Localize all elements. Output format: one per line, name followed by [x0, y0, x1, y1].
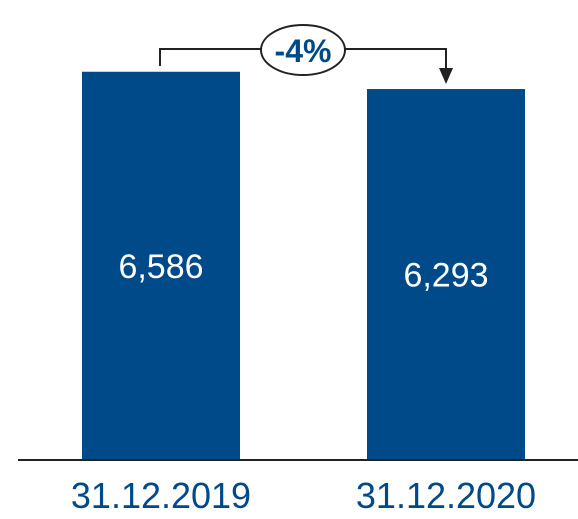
category-labels: 31.12.2019 31.12.2020 — [71, 475, 536, 516]
category-label-2: 31.12.2020 — [356, 475, 536, 514]
bar-2 — [367, 89, 525, 460]
bars-group: 6,586 6,293 — [82, 71, 525, 460]
value-label-2: 6,293 — [403, 257, 488, 295]
value-label-1: 6,586 — [118, 248, 203, 286]
change-label-ellipse — [260, 24, 346, 76]
category-label-1: 31.12.2019 — [71, 475, 251, 514]
change-label-text: -4% — [275, 33, 332, 69]
bar-1 — [82, 71, 240, 460]
change-arrowhead — [439, 68, 453, 84]
change-annotation: -4% — [159, 24, 453, 84]
